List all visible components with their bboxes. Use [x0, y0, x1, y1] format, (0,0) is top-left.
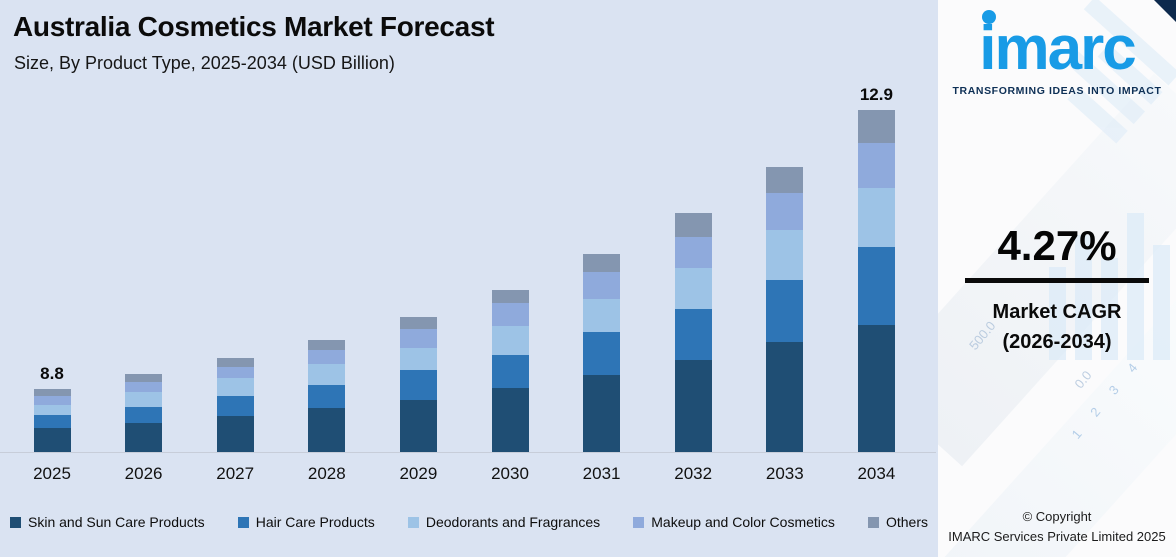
bar-value-label: 8.8	[40, 363, 64, 383]
bar-segment	[33, 404, 71, 415]
watermark-bar-chart	[1049, 200, 1170, 360]
x-axis-label: 2030	[491, 464, 529, 483]
x-axis-label: 2034	[857, 464, 896, 483]
bar-segment	[583, 272, 621, 299]
bar-segment	[491, 290, 529, 303]
bar-value-label: 12.9	[859, 85, 893, 104]
legend-item: Hair Care Products	[237, 514, 375, 530]
chart-area: Australia Cosmetics Market Forecast Size…	[0, 0, 938, 557]
bar-segment	[216, 416, 254, 452]
cagr-label-line2: (2026-2034)	[1002, 331, 1112, 353]
bar-segment	[125, 392, 163, 407]
bar-segment	[216, 367, 254, 378]
cagr-value: 4.27%	[997, 222, 1117, 269]
bar-segment	[308, 339, 346, 350]
legend-label: Others	[885, 514, 928, 530]
bar-segment	[583, 254, 621, 272]
bar-segment	[216, 357, 254, 367]
x-axis-label: 2029	[399, 464, 438, 483]
chart-subtitle: Size, By Product Type, 2025-2034 (USD Bi…	[14, 53, 395, 73]
chart-title: Australia Cosmetics Market Forecast	[13, 11, 495, 42]
bar-segment	[33, 388, 71, 396]
x-axis-label: 2025	[33, 464, 71, 483]
cagr-block: 4.27% Market CAGR (2026-2034)	[938, 222, 1176, 357]
legend-swatch	[10, 516, 21, 528]
legend-item: Skin and Sun Care Products	[10, 514, 205, 530]
legend-label: Skin and Sun Care Products	[28, 514, 205, 530]
copyright-line1: © Copyright	[1022, 508, 1092, 524]
bar-segment	[766, 167, 804, 193]
legend-swatch	[237, 516, 249, 528]
legend-label: Deodorants and Fragrances	[425, 514, 601, 530]
bar-segment	[125, 382, 163, 392]
watermark-text: 0.0	[1071, 367, 1095, 392]
bar-segment	[216, 378, 254, 396]
bar-segment	[857, 188, 895, 247]
bar-segment	[583, 375, 621, 452]
bar-segment	[33, 396, 71, 405]
x-axis-label: 2031	[582, 464, 621, 483]
legend-swatch	[407, 516, 419, 528]
bar-segment	[399, 400, 437, 452]
plot-area: 2025 2026 2027 2028 2029 2030 2031 2032 2033 2034…	[0, 85, 936, 483]
branding-panel: 500.0 0.0 1 2 3 4 imarc TRANSFORMING IDE…	[938, 0, 1176, 557]
copyright-notice: © Copyright IMARC Services Private Limit…	[938, 507, 1176, 547]
bar-segment	[583, 299, 621, 332]
bar-segment	[33, 415, 71, 428]
bar-segment	[857, 247, 895, 325]
bar-segment	[399, 370, 437, 400]
x-axis-label: 2032	[674, 464, 713, 483]
x-axis-label: 2026	[124, 464, 163, 483]
bar-segment	[308, 363, 346, 385]
bar-segment	[308, 408, 346, 452]
bar-segment	[399, 329, 437, 348]
logo-dot-icon	[982, 10, 997, 24]
bar-segment	[308, 350, 346, 364]
bar-segment	[399, 316, 437, 329]
bar-segment	[766, 280, 804, 342]
bar-segment	[857, 325, 895, 452]
bar-segment	[857, 143, 895, 188]
bar-segment	[766, 193, 804, 230]
legend-item: Others	[867, 514, 928, 530]
legend-swatch	[633, 516, 645, 528]
bar-segment	[125, 423, 163, 452]
x-axis-label: 2027	[216, 464, 255, 483]
legend-item: Deodorants and Fragrances	[407, 514, 601, 530]
bar-segment	[674, 360, 712, 452]
corner-accent	[1154, 0, 1176, 22]
legend-label: Hair Care Products	[255, 514, 375, 530]
chart-legend: Skin and Sun Care Products Hair Care Prod…	[10, 514, 928, 530]
bar-segment	[674, 213, 712, 237]
bar-segment	[674, 268, 712, 309]
x-axis-label: 2028	[307, 464, 346, 483]
cagr-underline	[965, 278, 1149, 283]
bar-segment	[33, 428, 71, 452]
bar-segment	[308, 385, 346, 408]
imarc-logo-wordmark: imarc	[979, 6, 1137, 93]
bar-segment	[491, 355, 529, 388]
cagr-label-line1: Market CAGR	[992, 301, 1122, 323]
bar-segment	[491, 388, 529, 452]
copyright-line2: IMARC Services Private Limited 2025	[948, 528, 1166, 544]
bar-segment	[766, 230, 804, 280]
imarc-logo-tagline: TRANSFORMING IDEAS INTO IMPACT	[952, 84, 1162, 97]
legend-swatch	[867, 516, 879, 528]
bar-segment	[125, 406, 163, 423]
bar-segment	[491, 303, 529, 326]
bar-segment	[491, 326, 529, 355]
bar-segment	[216, 396, 254, 416]
bar-segment	[125, 373, 163, 382]
bar-segment	[766, 342, 804, 452]
x-axis-line	[0, 452, 936, 453]
x-axis-label: 2033	[765, 464, 804, 483]
legend-item: Makeup and Color Cosmetics	[633, 514, 835, 530]
bar-segment	[857, 110, 895, 143]
imarc-logo: imarc TRANSFORMING IDEAS INTO IMPACT	[938, 6, 1176, 97]
legend-label: Makeup and Color Cosmetics	[651, 514, 835, 530]
bar-segment	[674, 236, 712, 268]
bar-segment	[583, 332, 621, 375]
bar-segment	[674, 309, 712, 360]
bar-segment	[399, 348, 437, 370]
